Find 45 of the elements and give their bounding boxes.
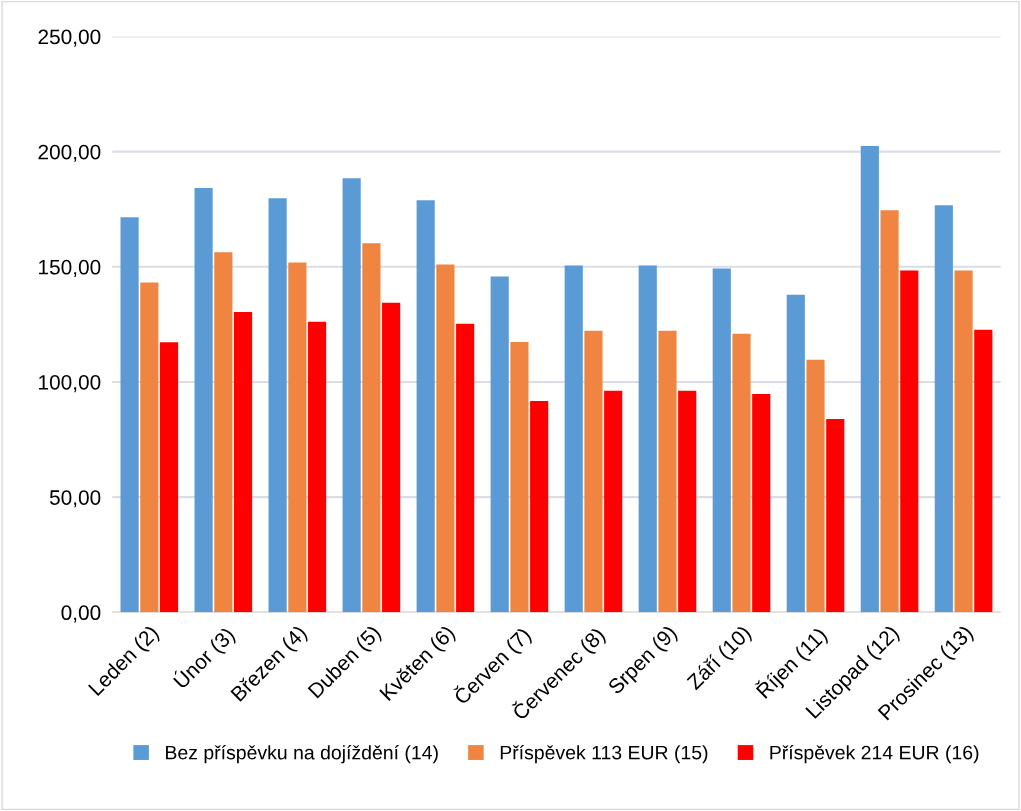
y-tick-label: 150,00 (39, 259, 101, 278)
bar (288, 262, 307, 613)
bar (214, 252, 233, 613)
legend-label: Příspěvek 113 EUR (15) (500, 744, 708, 764)
bar (416, 200, 435, 613)
bar (382, 302, 401, 613)
bar (786, 294, 805, 613)
bar (954, 270, 973, 613)
y-tick-label: 200,00 (38, 144, 101, 162)
bar (510, 341, 529, 613)
bar (436, 264, 455, 613)
bar (490, 276, 509, 613)
legend-label: Příspěvek 214 EUR (16) (770, 744, 979, 764)
bar (362, 243, 381, 613)
bar (678, 390, 697, 613)
bar (658, 330, 677, 613)
bar (712, 268, 731, 613)
bar (752, 393, 771, 613)
bar (140, 282, 159, 613)
bar (604, 390, 623, 613)
bar (159, 342, 179, 613)
bar (584, 330, 603, 613)
y-tick-label: 50,00 (49, 490, 101, 508)
bar (860, 145, 879, 613)
bar (806, 359, 825, 613)
bar (342, 178, 361, 613)
bar (530, 401, 549, 613)
bar (974, 329, 993, 613)
y-tick-label: 100,00 (39, 374, 101, 393)
bar (120, 217, 139, 613)
bar (638, 265, 657, 613)
bar (934, 205, 953, 613)
legend-label: Bez příspěvku na dojíždění (14) (166, 744, 438, 764)
bar (900, 270, 919, 613)
bar (456, 323, 475, 613)
bar (194, 188, 213, 613)
bar (732, 333, 751, 613)
y-tick-label: 250,00 (38, 29, 101, 47)
bar (826, 419, 845, 613)
bar (564, 265, 583, 613)
bar (234, 311, 253, 613)
y-tick-label: 0,00 (61, 605, 101, 623)
bar (308, 321, 327, 613)
bar (268, 198, 287, 613)
bar (880, 210, 899, 613)
